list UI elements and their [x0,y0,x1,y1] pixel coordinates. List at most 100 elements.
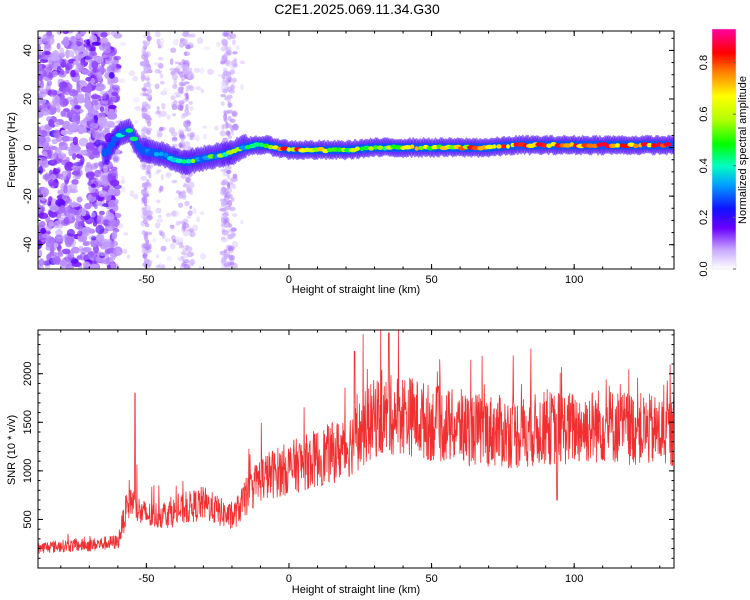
noise-blob [207,68,214,75]
x-tick-label: 100 [565,274,583,286]
noise-blob [181,251,187,255]
noise-blob [118,78,126,84]
noise-blob [141,207,146,212]
noise-blob [221,81,228,87]
noise-blob [184,244,190,250]
noise-blob [51,138,58,145]
noise-blob [65,263,74,269]
noise-blob [182,230,190,237]
noise-blob [235,44,240,51]
noise-blob [60,175,67,181]
noise-blob [222,212,229,217]
noise-blob [174,196,181,201]
noise-blob [189,260,195,267]
noise-blob [223,32,229,37]
noise-blob [230,62,236,70]
noise-blob [38,140,44,149]
noise-blob [80,156,85,165]
noise-blob [170,226,175,230]
noise-blob [160,91,168,96]
noise-blob [70,43,79,51]
noise-blob [232,262,238,269]
noise-blob [89,34,98,45]
noise-blob [226,50,233,56]
noise-blob [186,120,192,127]
noise-blob [177,256,185,262]
spectrogram-panel: -50 0 50 100 -40 -20 0 20 40 Height of straight… [6,30,675,296]
noise-blob [129,190,135,197]
noise-blob [232,63,239,68]
ridge-core [506,144,510,149]
noise-blob [165,172,172,177]
noise-blob [221,38,228,45]
noise-blob [141,87,147,92]
noise-blob [39,88,50,95]
noise-blob [145,199,150,203]
noise-blob [157,44,162,49]
noise-blob [146,83,152,91]
x-tick-label: 50 [425,573,437,585]
noise-blob [86,83,92,94]
noise-blob [196,216,201,223]
noise-blob [76,83,81,93]
noise-blob [38,258,45,267]
noise-blob [227,102,232,108]
noise-blob [229,177,236,182]
noise-blob [38,220,46,228]
noise-blob [220,265,225,269]
colorbar-label: Normalized spectral amplitude [737,76,749,224]
noise-blob [60,110,66,117]
noise-blob [226,94,233,100]
noise-blob [185,86,190,93]
noise-blob [157,62,164,69]
noise-blob [51,70,58,78]
noise-blob [189,105,194,112]
noise-blob [95,224,105,235]
ridge-core [614,143,621,148]
noise-blob [72,136,79,146]
noise-blob [221,73,226,80]
noise-blob [58,57,63,64]
noise-blob [187,210,193,216]
noise-blob [143,251,149,256]
noise-blob [185,92,189,100]
noise-blob [144,77,150,82]
noise-blob [146,214,153,221]
noise-blob [141,107,148,113]
ridge-core [175,158,184,164]
ridge-core [633,143,639,149]
noise-blob [192,207,197,215]
noise-blob [232,123,239,131]
noise-blob [72,152,77,160]
noise-blob [232,233,236,237]
noise-blob [144,103,151,110]
noise-blob [55,198,66,207]
noise-blob [160,173,164,181]
noise-blob [107,112,118,120]
noise-blob [200,88,205,94]
noise-blob [171,137,178,142]
ridge-core [190,158,196,164]
noise-blob [189,33,196,38]
noise-blob [233,63,238,68]
colorbar-tick-label: 0.6 [698,107,710,122]
noise-blob [50,173,57,181]
noise-blob [92,132,102,139]
noise-blob [79,45,86,53]
noise-blob [231,213,238,218]
noise-blob [91,110,100,116]
noise-blob [220,222,227,228]
noise-blob [222,87,228,95]
noise-blob [46,80,53,86]
noise-blob [178,133,185,139]
noise-blob [133,193,139,200]
noise-blob [184,128,190,132]
noise-blob [134,119,139,125]
ridge-core [259,142,264,147]
noise-blob [229,118,236,123]
noise-blob [230,257,235,264]
ridge-core [569,142,575,147]
x-tick-label: -50 [138,274,154,286]
noise-blob [220,180,225,186]
